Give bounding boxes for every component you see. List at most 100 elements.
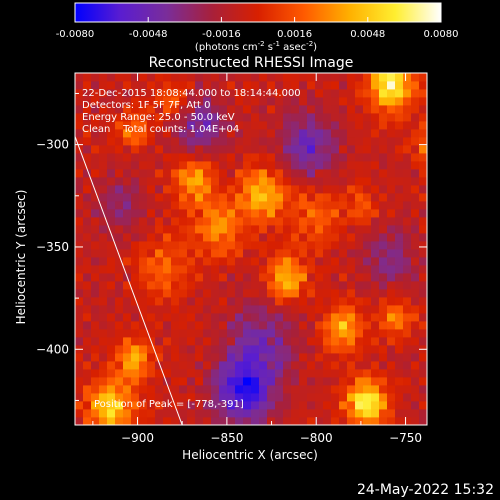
heatmap-cell xyxy=(195,353,204,362)
heatmap-cell xyxy=(211,369,220,378)
heatmap-cell xyxy=(163,249,172,258)
heatmap-cell xyxy=(323,329,332,338)
heatmap-cell xyxy=(91,409,100,418)
heatmap-cell xyxy=(211,297,220,306)
heatmap-cell xyxy=(123,257,132,266)
heatmap-cell xyxy=(227,393,236,402)
heatmap-cell xyxy=(315,401,324,410)
heatmap-cell xyxy=(299,209,308,218)
heatmap-cell xyxy=(347,273,356,282)
heatmap-cell xyxy=(147,265,156,274)
heatmap-cell xyxy=(243,201,252,210)
heatmap-cell xyxy=(131,313,140,322)
heatmap-cell xyxy=(99,329,108,338)
heatmap-cell xyxy=(179,409,188,418)
heatmap-cell xyxy=(315,121,324,130)
heatmap-cell xyxy=(403,265,412,274)
heatmap-cell xyxy=(179,137,188,146)
heatmap-cell xyxy=(75,321,84,330)
heatmap-cell xyxy=(291,105,300,114)
heatmap-cell xyxy=(283,233,292,242)
heatmap-cell xyxy=(275,97,284,106)
heatmap-cell xyxy=(155,161,164,170)
heatmap-cell xyxy=(99,353,108,362)
heatmap-cell xyxy=(259,329,268,338)
heatmap-cell xyxy=(363,393,372,402)
heatmap-cell xyxy=(171,297,180,306)
heatmap-cell xyxy=(219,401,228,410)
heatmap-cell xyxy=(75,273,84,282)
heatmap-cell xyxy=(187,137,196,146)
heatmap-cell xyxy=(203,353,212,362)
heatmap-cell xyxy=(411,169,420,178)
heatmap-cell xyxy=(355,273,364,282)
heatmap-cell xyxy=(131,345,140,354)
heatmap-cell xyxy=(323,145,332,154)
heatmap-cell xyxy=(419,105,427,114)
heatmap-cell xyxy=(91,401,100,410)
heatmap-cell xyxy=(171,353,180,362)
heatmap-cell xyxy=(203,417,212,425)
heatmap-cell xyxy=(299,73,308,82)
heatmap-cell xyxy=(267,169,276,178)
heatmap-cell xyxy=(371,361,380,370)
heatmap-cell xyxy=(251,393,260,402)
heatmap-cell xyxy=(395,353,404,362)
heatmap-cell xyxy=(411,113,420,122)
heatmap-cell xyxy=(91,385,100,394)
heatmap-cell xyxy=(395,177,404,186)
heatmap-cell xyxy=(259,361,268,370)
heatmap-cell xyxy=(227,177,236,186)
heatmap-cell xyxy=(235,97,244,106)
heatmap-cell xyxy=(179,177,188,186)
heatmap-cell xyxy=(171,417,180,425)
heatmap-cell xyxy=(219,153,228,162)
heatmap-cell xyxy=(179,73,188,82)
heatmap-cell xyxy=(195,369,204,378)
heatmap-cell xyxy=(171,329,180,338)
heatmap-cell xyxy=(75,225,84,234)
solar-limb-line xyxy=(75,136,183,425)
heatmap-cell xyxy=(99,89,108,98)
heatmap-cell xyxy=(395,89,404,98)
heatmap-cell xyxy=(403,353,412,362)
heatmap-cell xyxy=(363,289,372,298)
chart-title: Reconstructed RHESSI Image xyxy=(149,55,354,71)
units-text: ) xyxy=(313,42,317,53)
heatmap-cell xyxy=(411,137,420,146)
heatmap-cell xyxy=(251,289,260,298)
heatmap-cell xyxy=(107,177,116,186)
heatmap-cell xyxy=(123,289,132,298)
heatmap-cell xyxy=(275,73,284,82)
heatmap-cell xyxy=(403,281,412,290)
heatmap-cell xyxy=(419,273,427,282)
heatmap-cell xyxy=(411,177,420,186)
heatmap-cell xyxy=(347,345,356,354)
units-superscript: -2 xyxy=(306,40,313,48)
heatmap-cell xyxy=(291,337,300,346)
heatmap-cell xyxy=(419,73,427,82)
heatmap-cell xyxy=(419,225,427,234)
heatmap-cell xyxy=(283,193,292,202)
heatmap-cell xyxy=(419,385,427,394)
heatmap-cell xyxy=(283,89,292,98)
heatmap-cell xyxy=(323,249,332,258)
heatmap-cell xyxy=(275,337,284,346)
heatmap-cell xyxy=(147,137,156,146)
heatmap-cell xyxy=(83,129,92,138)
heatmap-cell xyxy=(379,385,388,394)
heatmap-cell xyxy=(339,161,348,170)
heatmap-cell xyxy=(251,185,260,194)
heatmap-cell xyxy=(331,297,340,306)
heatmap-cell xyxy=(283,409,292,418)
heatmap-cell xyxy=(163,377,172,386)
heatmap-cell xyxy=(211,113,220,122)
heatmap-cell xyxy=(387,369,396,378)
heatmap-cell xyxy=(107,73,116,82)
heatmap-cell xyxy=(139,321,148,330)
heatmap-cell xyxy=(307,329,316,338)
heatmap-cell xyxy=(107,105,116,114)
heatmap-cell xyxy=(75,337,84,346)
heatmap-cell xyxy=(139,417,148,425)
heatmap-cell xyxy=(211,145,220,154)
